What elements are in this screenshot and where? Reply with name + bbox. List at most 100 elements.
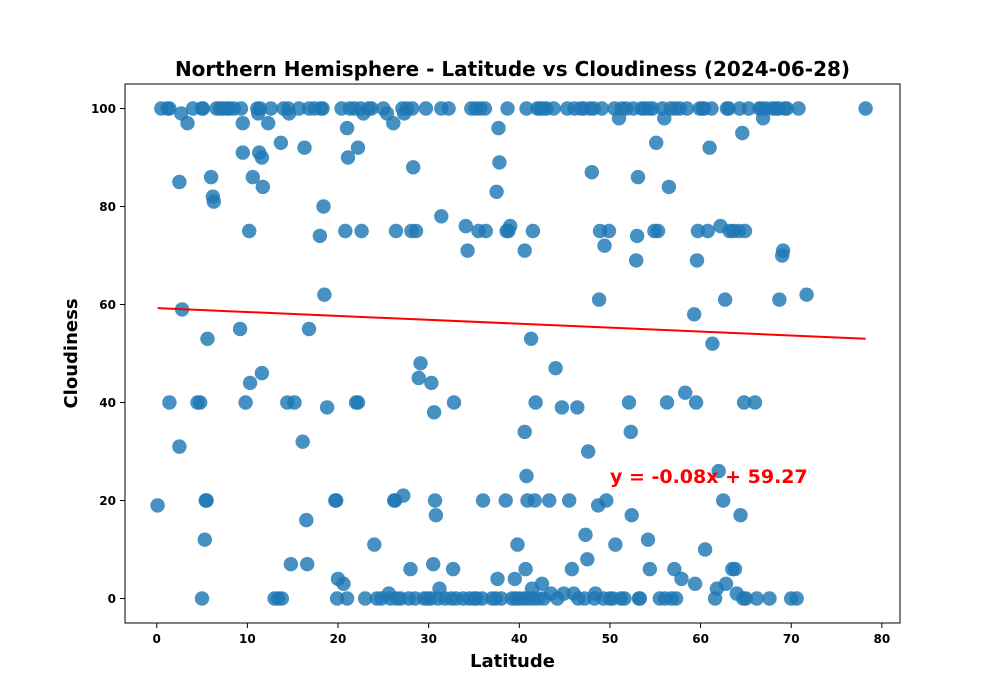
- data-point: [668, 591, 684, 606]
- data-point: [458, 218, 473, 234]
- data-point: [689, 253, 705, 268]
- data-point: [405, 101, 420, 116]
- data-point: [494, 591, 509, 606]
- x-tick-label: 70: [783, 632, 800, 646]
- data-point: [649, 135, 664, 150]
- data-point: [477, 101, 493, 116]
- data-point: [510, 537, 525, 552]
- data-point: [779, 101, 794, 116]
- data-point: [775, 243, 791, 258]
- data-point: [235, 116, 250, 131]
- data-point: [329, 493, 344, 508]
- data-point: [562, 493, 577, 508]
- data-point: [629, 228, 645, 244]
- data-point: [490, 571, 505, 587]
- data-point: [623, 424, 638, 440]
- data-point: [478, 223, 493, 239]
- data-point: [507, 571, 522, 587]
- data-point: [721, 101, 736, 116]
- data-point: [426, 557, 441, 572]
- data-point: [235, 145, 250, 160]
- data-point: [329, 591, 345, 606]
- data-point: [339, 120, 355, 136]
- data-point: [301, 321, 317, 337]
- data-point: [581, 444, 596, 459]
- data-point: [350, 395, 366, 410]
- y-tick-label: 60: [99, 298, 116, 312]
- data-point: [650, 223, 666, 239]
- data-point: [747, 395, 763, 410]
- data-point: [799, 287, 814, 302]
- data-points: [150, 101, 873, 606]
- data-point: [564, 561, 580, 577]
- data-point: [617, 591, 632, 606]
- data-point: [661, 179, 677, 195]
- data-point: [297, 140, 312, 155]
- x-tick-label: 30: [420, 632, 437, 646]
- x-tick-label: 0: [153, 632, 161, 646]
- data-point: [283, 557, 299, 572]
- data-point: [687, 576, 703, 591]
- data-point: [517, 424, 532, 440]
- data-point: [195, 101, 211, 116]
- data-point: [492, 155, 507, 170]
- x-tick-label: 10: [239, 632, 256, 646]
- data-point: [674, 571, 689, 587]
- data-point: [690, 223, 706, 239]
- data-point: [735, 125, 750, 141]
- data-point: [525, 223, 541, 239]
- data-point: [408, 223, 424, 239]
- data-point: [367, 537, 382, 552]
- data-point: [252, 101, 268, 116]
- data-point: [299, 512, 314, 528]
- data-point: [705, 336, 720, 351]
- data-point: [632, 591, 648, 606]
- data-point: [737, 223, 753, 239]
- y-tick-label: 20: [99, 494, 116, 508]
- data-point: [546, 101, 561, 116]
- data-point: [180, 116, 195, 131]
- data-point: [659, 395, 675, 410]
- data-point: [528, 395, 543, 410]
- data-point: [263, 101, 279, 116]
- y-tick-label: 100: [91, 102, 116, 116]
- data-point: [287, 395, 302, 410]
- data-point: [687, 307, 702, 322]
- y-axis-ticks: 0 20 40 60 80 100: [91, 102, 125, 606]
- data-point: [291, 101, 307, 116]
- data-point: [599, 493, 614, 508]
- data-point: [238, 395, 253, 410]
- data-point: [162, 101, 177, 116]
- data-point: [254, 150, 270, 165]
- data-point: [678, 385, 693, 400]
- data-point: [312, 228, 328, 244]
- data-point: [316, 199, 331, 214]
- data-point: [354, 223, 369, 239]
- regression-equation: y = -0.08x + 59.27: [610, 466, 808, 488]
- data-point: [727, 561, 743, 577]
- data-point: [548, 361, 563, 376]
- data-point: [704, 101, 719, 116]
- data-point: [697, 542, 713, 557]
- plot-frame: [124, 83, 901, 624]
- data-point: [441, 101, 456, 116]
- data-point: [396, 488, 411, 503]
- data-point: [640, 532, 656, 547]
- data-point: [527, 493, 542, 508]
- data-point: [717, 292, 733, 307]
- data-point: [350, 140, 366, 155]
- data-point: [523, 331, 539, 346]
- data-point: [711, 463, 726, 479]
- data-point: [261, 116, 276, 131]
- data-point: [364, 101, 379, 116]
- data-point: [517, 243, 532, 258]
- data-point: [679, 101, 695, 116]
- data-point: [203, 169, 219, 185]
- data-point: [772, 292, 787, 307]
- data-point: [570, 400, 585, 415]
- data-point: [594, 101, 609, 116]
- data-point: [338, 223, 353, 239]
- data-point: [403, 561, 418, 577]
- data-point: [702, 140, 717, 155]
- data-point: [460, 243, 475, 258]
